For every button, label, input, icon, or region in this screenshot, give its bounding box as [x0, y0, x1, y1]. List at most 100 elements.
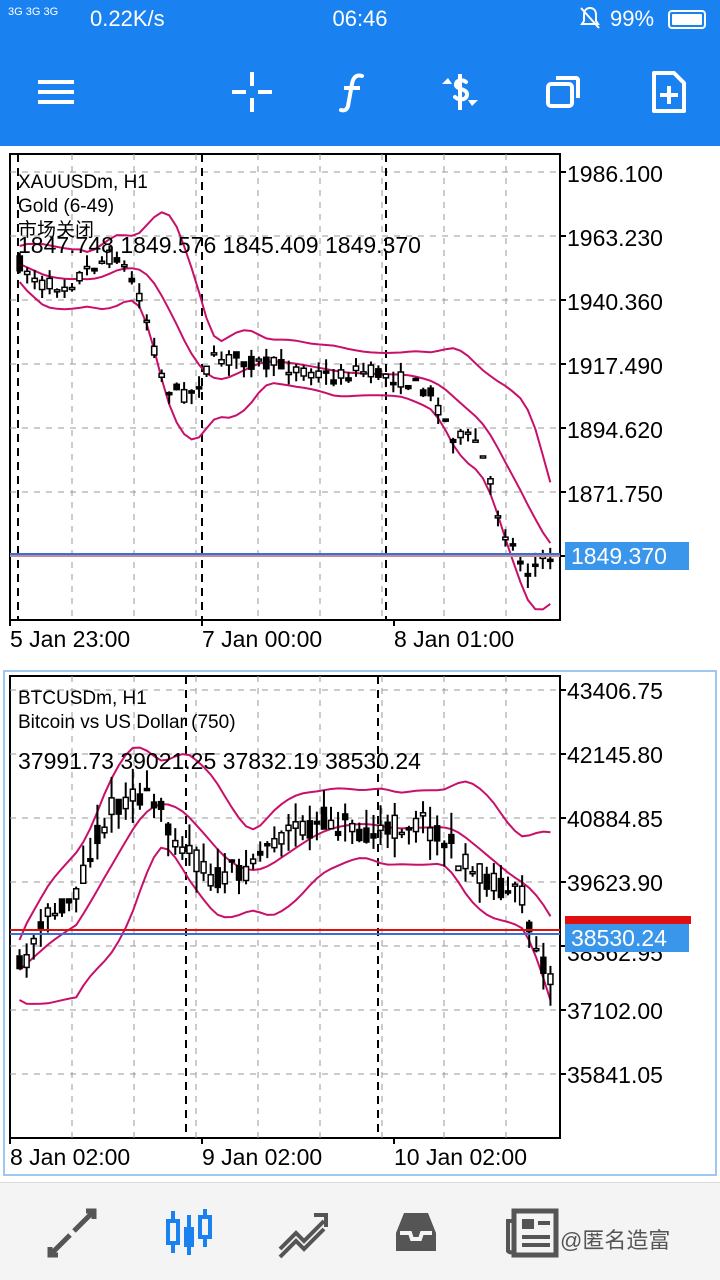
candle-body: [370, 833, 377, 839]
candle-body: [277, 359, 285, 370]
bitcoin-chart-panel[interactable]: BTCUSDm, H1 Bitcoin vs US Dollar (750) 3…: [0, 670, 720, 1176]
candle-body: [61, 286, 68, 292]
candle-body: [315, 370, 322, 379]
candle-body: [382, 373, 390, 379]
crosshair-icon[interactable]: [222, 62, 282, 122]
candle-body: [479, 455, 487, 459]
candle-body: [300, 367, 308, 377]
chart-icon[interactable]: [158, 1203, 218, 1263]
bollinger-lower-band: [19, 846, 552, 1005]
candle-body: [80, 864, 87, 885]
candle-body: [233, 351, 240, 359]
candle-body: [313, 820, 321, 825]
candle-body: [487, 478, 494, 485]
news-icon[interactable]: [502, 1203, 562, 1263]
bollinger-upper-band: [19, 211, 552, 483]
candle-body: [94, 824, 101, 845]
candle-body: [547, 973, 554, 986]
indicator-f-icon[interactable]: [324, 62, 384, 122]
ohlc-readout: 37991.73 39021.25 37832.19 38530.24: [18, 748, 421, 774]
ohlc-close: 38530.24: [324, 748, 421, 774]
price-level: 1871.750: [567, 481, 663, 507]
candle-body: [115, 798, 122, 815]
candle-body: [235, 864, 243, 881]
candle-body: [53, 289, 61, 293]
candle-body: [449, 438, 457, 444]
candle-body: [490, 872, 498, 892]
candle-body: [240, 361, 248, 368]
candle-body: [398, 831, 406, 836]
candle-body: [203, 365, 210, 375]
candle-body: [533, 947, 540, 952]
candle-body: [150, 345, 158, 356]
chart-description: Bitcoin vs US Dollar (750): [18, 712, 236, 733]
bollinger-middle-band: [18, 803, 552, 971]
candle-body: [299, 820, 306, 836]
candle-body: [98, 260, 106, 264]
candle-body: [225, 353, 233, 366]
candle-body: [165, 391, 173, 396]
add-document-icon[interactable]: [638, 62, 698, 122]
candle-body: [345, 377, 352, 382]
candle-body: [58, 898, 66, 914]
price-level: 39623.90: [567, 870, 663, 896]
candle-body: [242, 865, 250, 882]
candle-body: [31, 277, 39, 283]
candle-body: [367, 364, 375, 378]
price-level: 40884.85: [567, 806, 663, 832]
candle-body: [179, 846, 186, 854]
candle-body: [540, 956, 547, 974]
candle-body: [91, 267, 98, 272]
candle-body: [23, 954, 30, 969]
candle-body: [46, 277, 53, 290]
price-level: 1963.230: [567, 225, 663, 251]
candle-body: [186, 844, 193, 855]
window-icon[interactable]: [534, 62, 594, 122]
history-icon[interactable]: [386, 1203, 446, 1263]
bottom-nav: @匿名造富: [0, 1182, 720, 1280]
gold-price-chart[interactable]: [0, 146, 720, 664]
candle-body: [228, 859, 236, 863]
candle-body: [37, 921, 45, 930]
candle-body: [427, 387, 435, 397]
candle-body: [448, 833, 455, 845]
price-level: 1894.620: [567, 417, 663, 443]
candle-body: [360, 371, 367, 375]
candle-body: [472, 439, 479, 443]
quotes-icon[interactable]: [42, 1203, 102, 1263]
time-label: 10 Jan 02:00: [394, 1144, 528, 1170]
candle-body: [120, 263, 128, 268]
candle-body: [483, 873, 490, 890]
candle-body: [158, 372, 166, 378]
candle-body: [16, 955, 23, 970]
candle-body: [23, 270, 31, 276]
ohlc-high: 39021.25: [120, 748, 217, 774]
candle-body: [136, 793, 144, 806]
trade-icon[interactable]: [272, 1203, 332, 1263]
candle-body: [405, 827, 413, 831]
bitcoin-price-chart[interactable]: [0, 670, 720, 1176]
candle-body: [334, 830, 342, 837]
candle-body: [434, 404, 442, 416]
candle-body: [270, 356, 278, 366]
watermark: @匿名造富: [560, 1228, 671, 1253]
candle-body: [389, 381, 397, 386]
gold-chart-panel[interactable]: XAUUSDm, H1 Gold (6-49) 市场关闭 1847.748 18…: [0, 146, 720, 664]
menu-icon[interactable]: [26, 62, 86, 122]
candle-body: [349, 822, 356, 833]
candle-body: [256, 850, 264, 856]
candle-body: [221, 871, 229, 885]
candle-body: [292, 821, 299, 829]
bid-price-tag: [565, 916, 691, 924]
price-level: 37102.00: [567, 998, 663, 1024]
candle-body: [210, 352, 218, 356]
candle-body: [337, 369, 345, 379]
candle-body: [377, 824, 384, 832]
candle-body: [262, 356, 270, 370]
candle-body: [518, 885, 526, 906]
candle-body: [255, 358, 263, 362]
candle-body: [83, 265, 91, 270]
candle-body: [108, 797, 115, 816]
dollar-refresh-icon[interactable]: [430, 62, 490, 122]
candle-body: [68, 286, 76, 291]
